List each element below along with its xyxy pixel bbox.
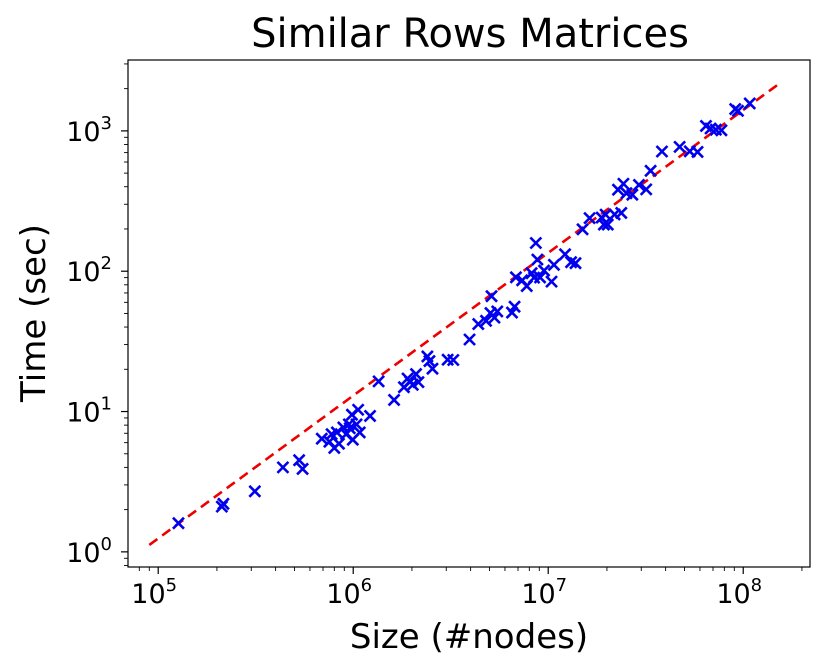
- data-point: [614, 206, 628, 220]
- chart-title: Similar Rows Matrices: [251, 11, 689, 57]
- data-point: [471, 317, 485, 331]
- data-point: [644, 164, 658, 178]
- data-point: [715, 123, 728, 137]
- fit-line-layer: [148, 81, 782, 547]
- y-tick-label: 103: [66, 113, 112, 148]
- data-point: [353, 425, 367, 439]
- data-point: [537, 264, 551, 278]
- data-point: [479, 314, 493, 328]
- data-point: [423, 354, 436, 368]
- data-point: [508, 300, 521, 314]
- data-point: [292, 453, 306, 467]
- y-axis-label: Time (sec): [14, 224, 54, 403]
- data-point: [350, 417, 363, 431]
- data-point: [743, 96, 757, 110]
- data-point: [597, 218, 611, 231]
- data-point: [545, 275, 558, 289]
- data-point: [569, 256, 582, 270]
- data-point: [363, 409, 377, 423]
- data-point: [533, 271, 547, 284]
- data-point: [673, 140, 687, 154]
- data-point: [315, 432, 329, 446]
- y-tick-label: 101: [66, 394, 112, 429]
- data-point: [387, 393, 401, 407]
- data-point: [446, 353, 460, 367]
- data-point: [172, 516, 185, 530]
- x-axis-label: Size (#nodes): [350, 617, 588, 657]
- axis-ticks: 105 106 107 108 100 101 102 103: [66, 63, 803, 610]
- data-point: [248, 484, 262, 498]
- y-tick-label: 100: [66, 534, 112, 569]
- data-point: [625, 188, 639, 202]
- data-point: [731, 104, 745, 118]
- data-point: [426, 362, 439, 376]
- data-point: [601, 218, 615, 231]
- data-point: [332, 437, 346, 451]
- data-point: [530, 253, 544, 267]
- data-point: [558, 247, 572, 261]
- data-point: [529, 236, 543, 250]
- y-tick-label: 102: [66, 253, 112, 288]
- data-point: [655, 145, 669, 158]
- data-point: [564, 255, 578, 269]
- x-tick-label: 108: [716, 575, 762, 610]
- data-point: [509, 270, 523, 284]
- data-point: [576, 222, 589, 236]
- data-point: [276, 460, 290, 474]
- data-point: [351, 403, 365, 417]
- x-tick-label: 107: [521, 575, 567, 610]
- fit-line: [148, 81, 782, 547]
- data-point: [296, 462, 310, 476]
- data-point: [691, 145, 704, 159]
- data-point: [217, 497, 230, 511]
- data-point: [583, 211, 597, 225]
- data-point: [412, 375, 425, 389]
- data-point: [463, 333, 476, 346]
- data-point: [639, 182, 653, 196]
- data-point: [490, 304, 504, 318]
- data-point: [343, 421, 357, 435]
- data-point: [372, 374, 386, 388]
- data-point: [616, 177, 630, 191]
- x-tick-label: 105: [131, 575, 177, 610]
- data-point: [547, 258, 561, 272]
- data-points: [172, 96, 757, 530]
- data-point: [485, 289, 498, 303]
- data-point: [632, 178, 646, 192]
- x-tick-label: 106: [326, 575, 372, 610]
